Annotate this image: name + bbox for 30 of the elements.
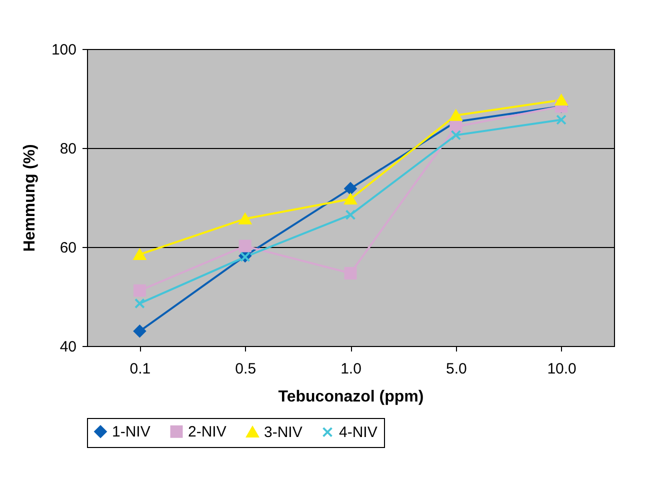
point [238,213,252,224]
point [133,284,146,297]
y-axis-title: Hemmung (%) [21,144,38,252]
y-tick-label: 60 [60,240,76,256]
point [134,298,145,309]
point [450,130,462,140]
legend-label: 2-NIV [188,424,226,441]
legend-label: 3-NIV [264,424,302,441]
point [133,248,146,260]
legend-label: 4-NIV [339,424,378,442]
x-tick-label: 0.5 [235,360,256,378]
point [345,210,356,220]
x-tick-label: 0.1 [130,360,151,378]
point [555,94,568,106]
y-tick-label: 40 [60,338,76,356]
x-axis-title: Tebuconazol (ppm) [278,388,424,406]
point [344,193,357,205]
x-tick-label: 10.0 [547,360,576,378]
legend-label: 1-NIV [112,424,150,441]
point [238,240,252,252]
point [344,266,357,280]
point [344,182,357,195]
y-tick-label: 100 [51,42,76,58]
point [450,120,462,133]
point [450,110,462,121]
point [133,324,146,338]
x-tick-label: 1.0 [340,360,362,378]
point [556,114,566,125]
x-tick-label: 5.0 [446,360,467,378]
y-tick-label: 80 [60,140,76,158]
